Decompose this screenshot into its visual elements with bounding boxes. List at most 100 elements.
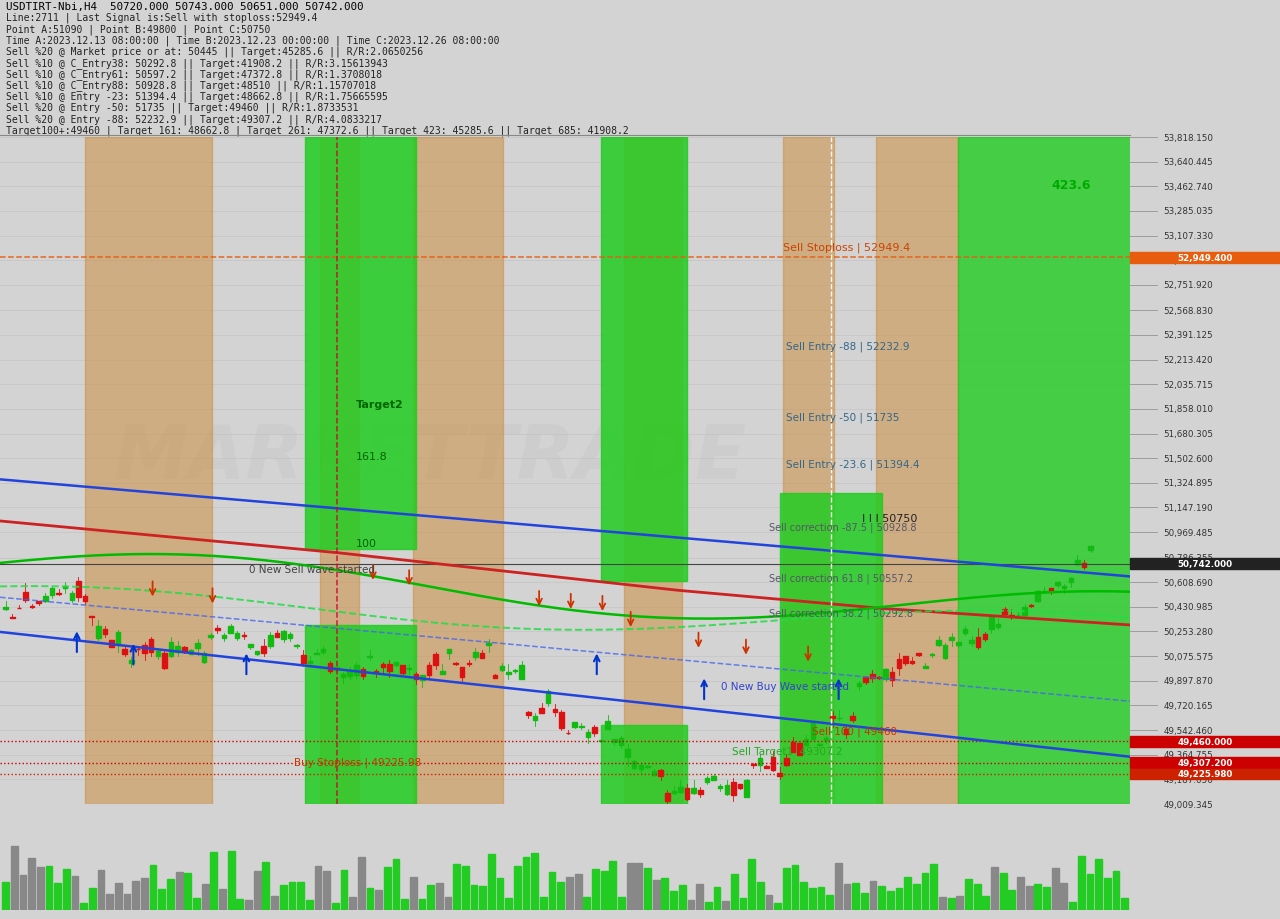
Bar [783, 868, 790, 910]
Bar [271, 896, 278, 910]
Bar [37, 868, 44, 910]
Bar [852, 883, 859, 910]
Bar [480, 653, 484, 658]
Bar [479, 886, 486, 910]
Text: 50,742.000: 50,742.000 [1178, 560, 1233, 569]
Text: Time A:2023.12.13 08:00:00 | Time B:2023.12.23 00:00:00 | Time C:2023.12.26 08:0: Time A:2023.12.13 08:00:00 | Time B:2023… [6, 35, 500, 46]
Bar [471, 885, 477, 910]
Bar [46, 867, 52, 910]
Bar [486, 643, 492, 646]
Bar [618, 897, 625, 910]
Bar [321, 650, 325, 652]
Bar [1112, 871, 1119, 910]
Bar [453, 865, 460, 910]
Bar [444, 897, 452, 910]
Bar [1043, 887, 1050, 910]
Bar [394, 662, 398, 665]
Bar [156, 651, 160, 656]
Bar [393, 859, 399, 910]
Bar [228, 627, 233, 633]
Bar [36, 602, 41, 603]
Bar [850, 716, 855, 720]
Bar [797, 743, 801, 754]
Bar [1130, 757, 1280, 768]
Bar [384, 868, 390, 910]
Text: Sell Entry -50 | 51735: Sell Entry -50 | 51735 [786, 412, 899, 422]
Text: 161.8: 161.8 [356, 451, 388, 461]
Text: Sell correction -87.5 | 50928.8: Sell correction -87.5 | 50928.8 [768, 522, 916, 533]
Bar [387, 664, 392, 672]
Bar [712, 777, 716, 779]
Bar [804, 739, 809, 745]
Bar [1082, 564, 1087, 568]
Bar [50, 589, 54, 596]
Text: Target100+:49460 | Target 161: 48662.8 | Target 261: 47372.6 || Target 423: 4528: Target100+:49460 | Target 161: 48662.8 |… [6, 125, 630, 136]
Text: Sell correction 61.8 | 50557.2: Sell correction 61.8 | 50557.2 [768, 573, 913, 584]
Bar [419, 899, 425, 910]
Bar [340, 674, 346, 677]
Bar [905, 877, 911, 910]
Text: Buy Stoploss | 49225.98: Buy Stoploss | 49225.98 [294, 756, 421, 767]
Bar [488, 855, 495, 910]
Bar [175, 646, 180, 652]
Bar [844, 884, 850, 910]
Bar [54, 883, 61, 910]
Bar [959, 138, 1132, 804]
Bar [412, 138, 503, 804]
Bar [109, 641, 114, 647]
Bar [428, 885, 434, 910]
Bar [705, 777, 709, 782]
Bar [44, 596, 47, 602]
Bar [280, 885, 287, 910]
Bar [539, 709, 544, 713]
Bar [632, 761, 636, 767]
Text: 51,502.600: 51,502.600 [1164, 454, 1213, 463]
Text: Sell %10 @ Entry -23: 51394.4 || Target:48662.8 || R/R:1.75665595: Sell %10 @ Entry -23: 51394.4 || Target:… [6, 92, 388, 102]
Bar [219, 889, 225, 910]
Bar [275, 634, 279, 637]
Bar [246, 900, 252, 910]
Text: Point A:51090 | Point B:49800 | Point C:50750: Point A:51090 | Point B:49800 | Point C:… [6, 24, 271, 35]
Bar [1018, 877, 1024, 910]
Bar [991, 868, 998, 910]
Bar [23, 593, 28, 601]
Bar [375, 891, 381, 910]
Text: Sell Stoploss | 52949.4: Sell Stoploss | 52949.4 [783, 242, 910, 253]
Bar [771, 756, 776, 770]
Bar [282, 631, 285, 639]
Bar [515, 867, 521, 910]
Bar [188, 651, 193, 653]
Text: 0 New Sell wave started: 0 New Sell wave started [248, 564, 375, 574]
Bar [420, 675, 425, 680]
Bar [447, 650, 451, 653]
Bar [929, 654, 934, 655]
Bar [904, 656, 908, 664]
Bar [4, 607, 8, 609]
Bar [499, 665, 504, 670]
Bar [950, 637, 954, 641]
Text: Sell 100 | 49460: Sell 100 | 49460 [812, 726, 896, 736]
Bar [566, 878, 573, 910]
Bar [520, 665, 524, 679]
Bar [506, 673, 511, 674]
Bar [19, 876, 27, 910]
Bar [774, 903, 781, 910]
Bar [255, 652, 260, 654]
Bar [910, 662, 914, 664]
Bar [923, 666, 928, 668]
Text: 50,786.355: 50,786.355 [1164, 553, 1213, 562]
Text: 53,107.330: 53,107.330 [1164, 232, 1213, 241]
Bar [687, 901, 694, 910]
Bar [856, 683, 861, 686]
Bar [922, 873, 928, 910]
Bar [817, 744, 822, 745]
Bar [413, 675, 419, 679]
Bar [236, 633, 239, 639]
Bar [737, 784, 742, 789]
Text: 49,720.165: 49,720.165 [1164, 701, 1213, 710]
Bar [83, 596, 87, 601]
Bar [123, 650, 127, 653]
Bar [90, 617, 93, 618]
Bar [334, 667, 339, 671]
Text: 52,751.920: 52,751.920 [1164, 281, 1213, 290]
